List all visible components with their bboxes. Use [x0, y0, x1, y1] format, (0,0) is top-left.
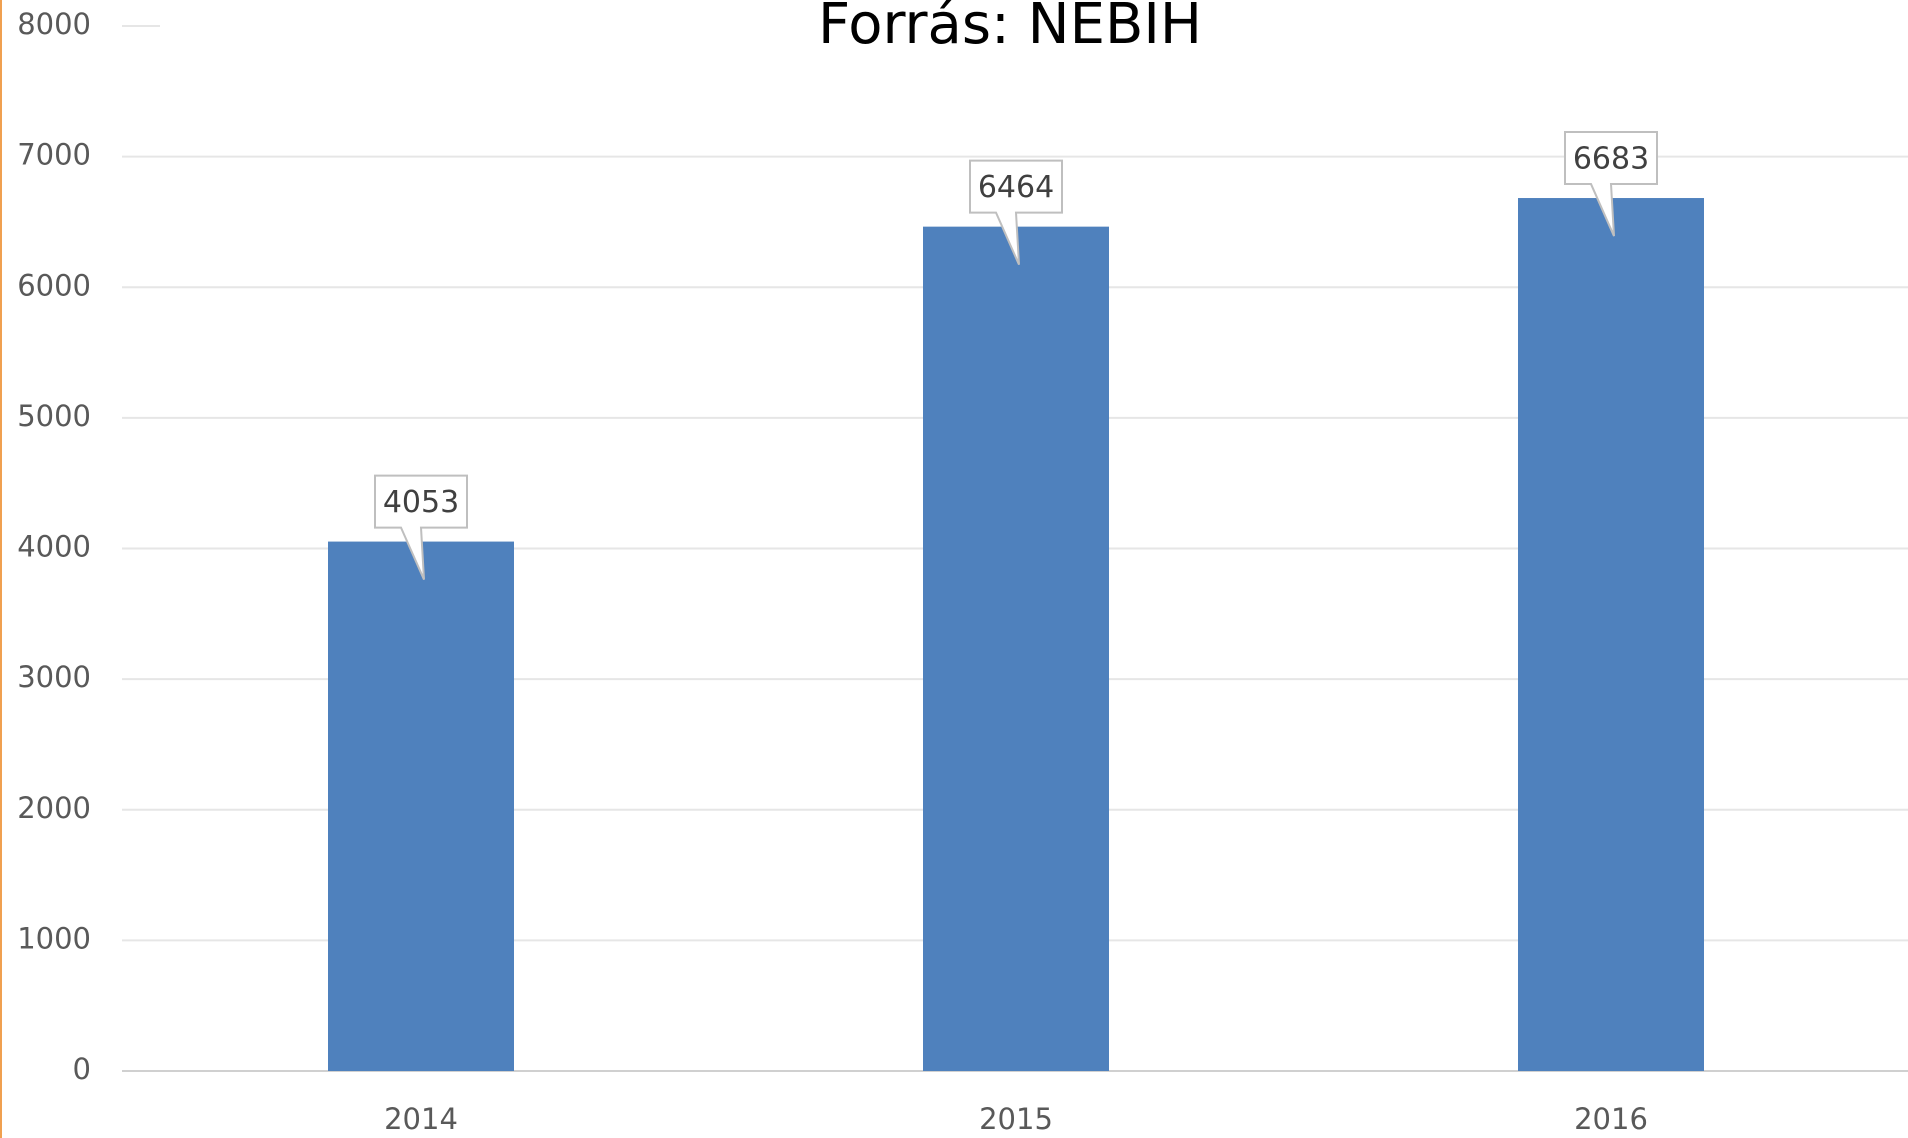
y-tick-label: 7000 [17, 138, 91, 172]
y-tick-label: 0 [73, 1052, 91, 1086]
x-tick-label: 2015 [979, 1102, 1053, 1136]
bar [1518, 198, 1704, 1071]
y-tick-label: 5000 [17, 399, 91, 433]
chart-title: Forrás: NÉBIH [818, 0, 1202, 57]
data-label-callout [969, 159, 1063, 266]
y-tick-label: 2000 [17, 791, 91, 825]
y-tick-label: 6000 [17, 268, 91, 302]
bar [923, 226, 1109, 1071]
data-label: 6464 [978, 170, 1054, 205]
bar [328, 541, 514, 1071]
y-tick-label: 3000 [17, 660, 91, 694]
x-tick-label: 2014 [384, 1102, 458, 1136]
plot-area: 0 1000 2000 3000 4000 5000 6000 7000 8000 2014 405… [17, 7, 1908, 1136]
y-tick-label: 8000 [17, 7, 91, 41]
y-tick-label: 4000 [17, 530, 91, 564]
data-label-callout [374, 474, 468, 580]
data-label-callout [1564, 131, 1658, 237]
x-tick-label: 2016 [1574, 1102, 1648, 1136]
data-label: 6683 [1573, 142, 1649, 177]
y-tick-label: 1000 [17, 921, 91, 955]
title-background [160, 0, 1908, 60]
data-label: 4053 [383, 485, 459, 520]
